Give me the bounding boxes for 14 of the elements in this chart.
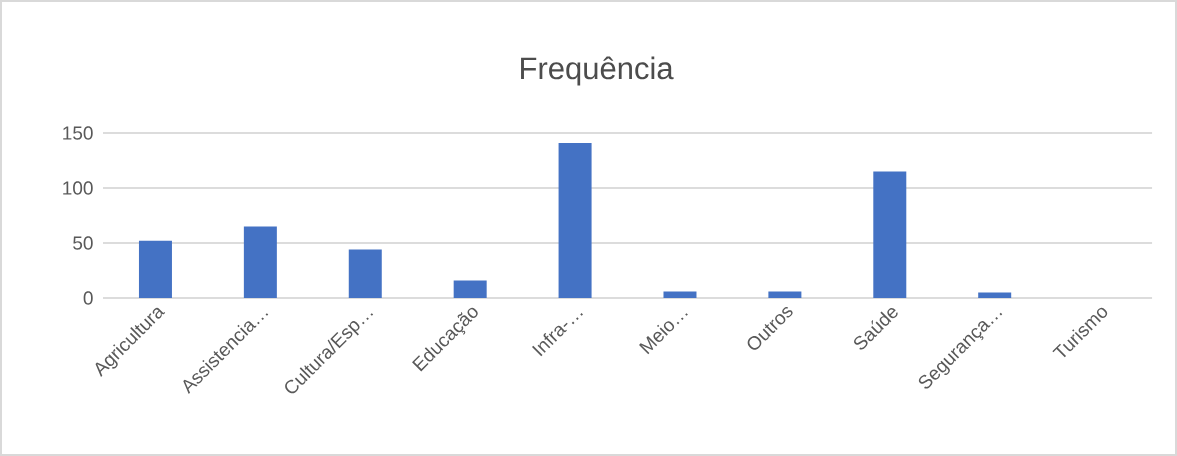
bar <box>978 292 1012 298</box>
bar <box>873 171 907 298</box>
bar <box>348 249 382 298</box>
y-tick-label: 100 <box>63 181 93 195</box>
y-tick-label: 50 <box>73 236 93 250</box>
bar <box>138 240 172 298</box>
bar <box>243 226 277 298</box>
y-tick-label: 0 <box>83 291 93 305</box>
bar <box>663 291 697 298</box>
chart-title: Frequência <box>521 56 674 86</box>
bar <box>558 142 592 298</box>
bar <box>768 291 802 298</box>
bar <box>453 280 487 298</box>
y-tick-label: 150 <box>63 126 93 140</box>
